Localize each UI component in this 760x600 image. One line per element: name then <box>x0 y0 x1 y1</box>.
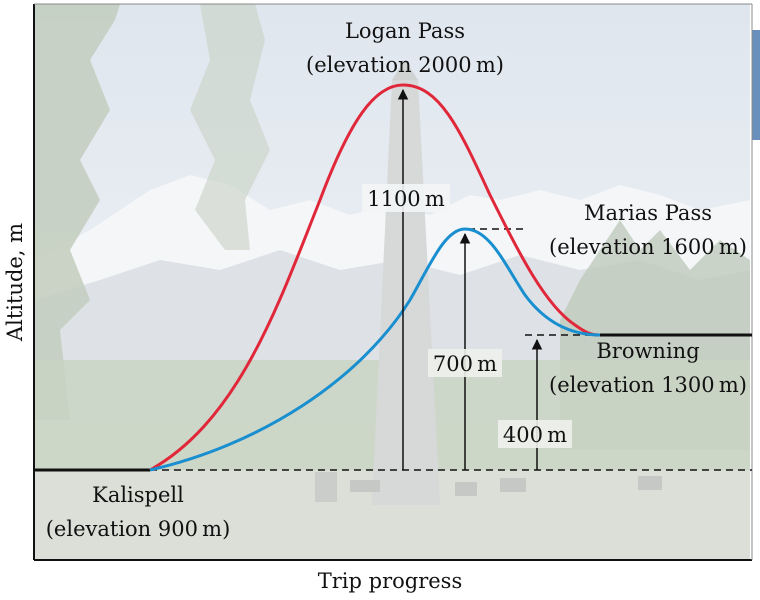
marias-pass-name: Marias Pass <box>584 201 712 225</box>
kalispell-name: Kalispell <box>92 483 184 507</box>
x-axis-label: Trip progress <box>318 569 462 593</box>
y-axis-label: Altitude, m <box>3 223 27 342</box>
background-photo <box>34 4 760 560</box>
browning-elevation: (elevation 1300 m) <box>549 373 747 397</box>
logan-pass-name: Logan Pass <box>345 19 465 43</box>
logan-difference-label: 1100 m <box>367 187 445 211</box>
marias-pass-elevation: (elevation 1600 m) <box>549 235 747 259</box>
browning-name: Browning <box>596 339 699 363</box>
logan-route-curve <box>149 83 601 472</box>
browning-difference-label: 400 m <box>503 423 567 447</box>
kalispell-elevation: (elevation 900 m) <box>46 517 231 541</box>
logan-pass-elevation: (elevation 2000 m) <box>306 53 504 77</box>
marias-difference-label: 700 m <box>433 352 497 376</box>
marias-route-curve <box>149 227 601 472</box>
